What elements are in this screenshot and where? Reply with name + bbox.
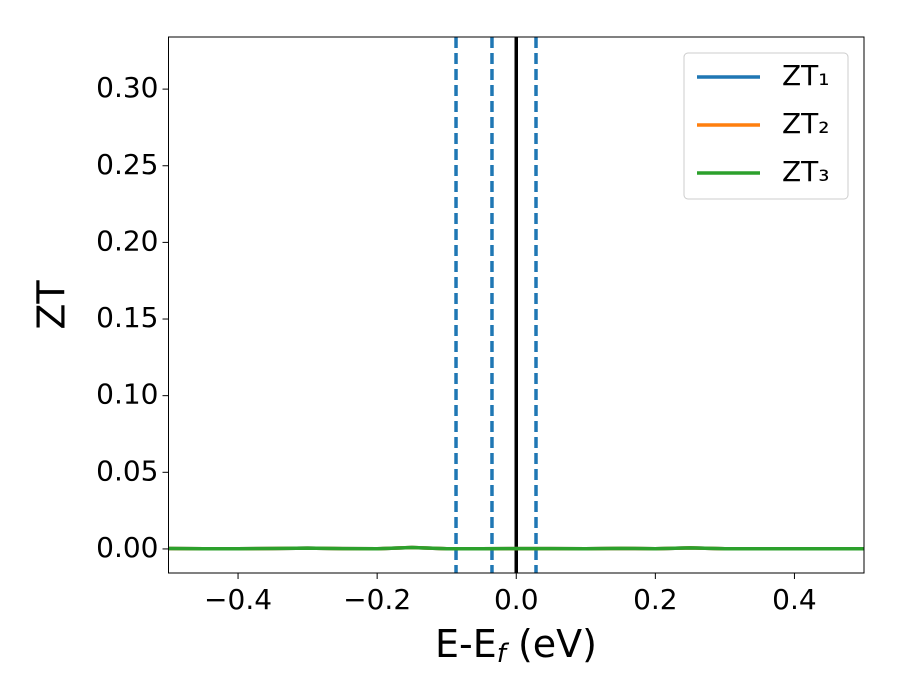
x-axis-label: E-Ef (eV) [435,622,597,669]
y-tick-label: 0.25 [96,148,158,181]
x-tick-label: −0.4 [204,583,272,616]
x-tick-label: 0.4 [772,583,817,616]
x-tick-label: 0.0 [494,583,539,616]
legend-label: ZT₁ [782,59,830,92]
y-tick-label: 0.00 [96,531,158,564]
y-tick-label: 0.30 [96,71,158,104]
legend-box [683,52,849,200]
y-tick-label: 0.15 [96,301,158,334]
y-tick-label: 0.20 [96,224,158,257]
x-label-main: E-E [435,622,497,666]
y-tick-label: 0.10 [96,378,158,411]
series-line [168,545,864,551]
legend-label: ZT₂ [782,107,830,140]
x-tick-label: −0.2 [343,583,411,616]
y-tick-label: 0.05 [96,454,158,487]
x-label-unit: (eV) [506,622,597,666]
plot-frame [168,36,865,574]
legend-label: ZT₃ [782,155,830,188]
y-axis-label: ZT [30,280,74,330]
x-tick-label: 0.2 [633,583,678,616]
